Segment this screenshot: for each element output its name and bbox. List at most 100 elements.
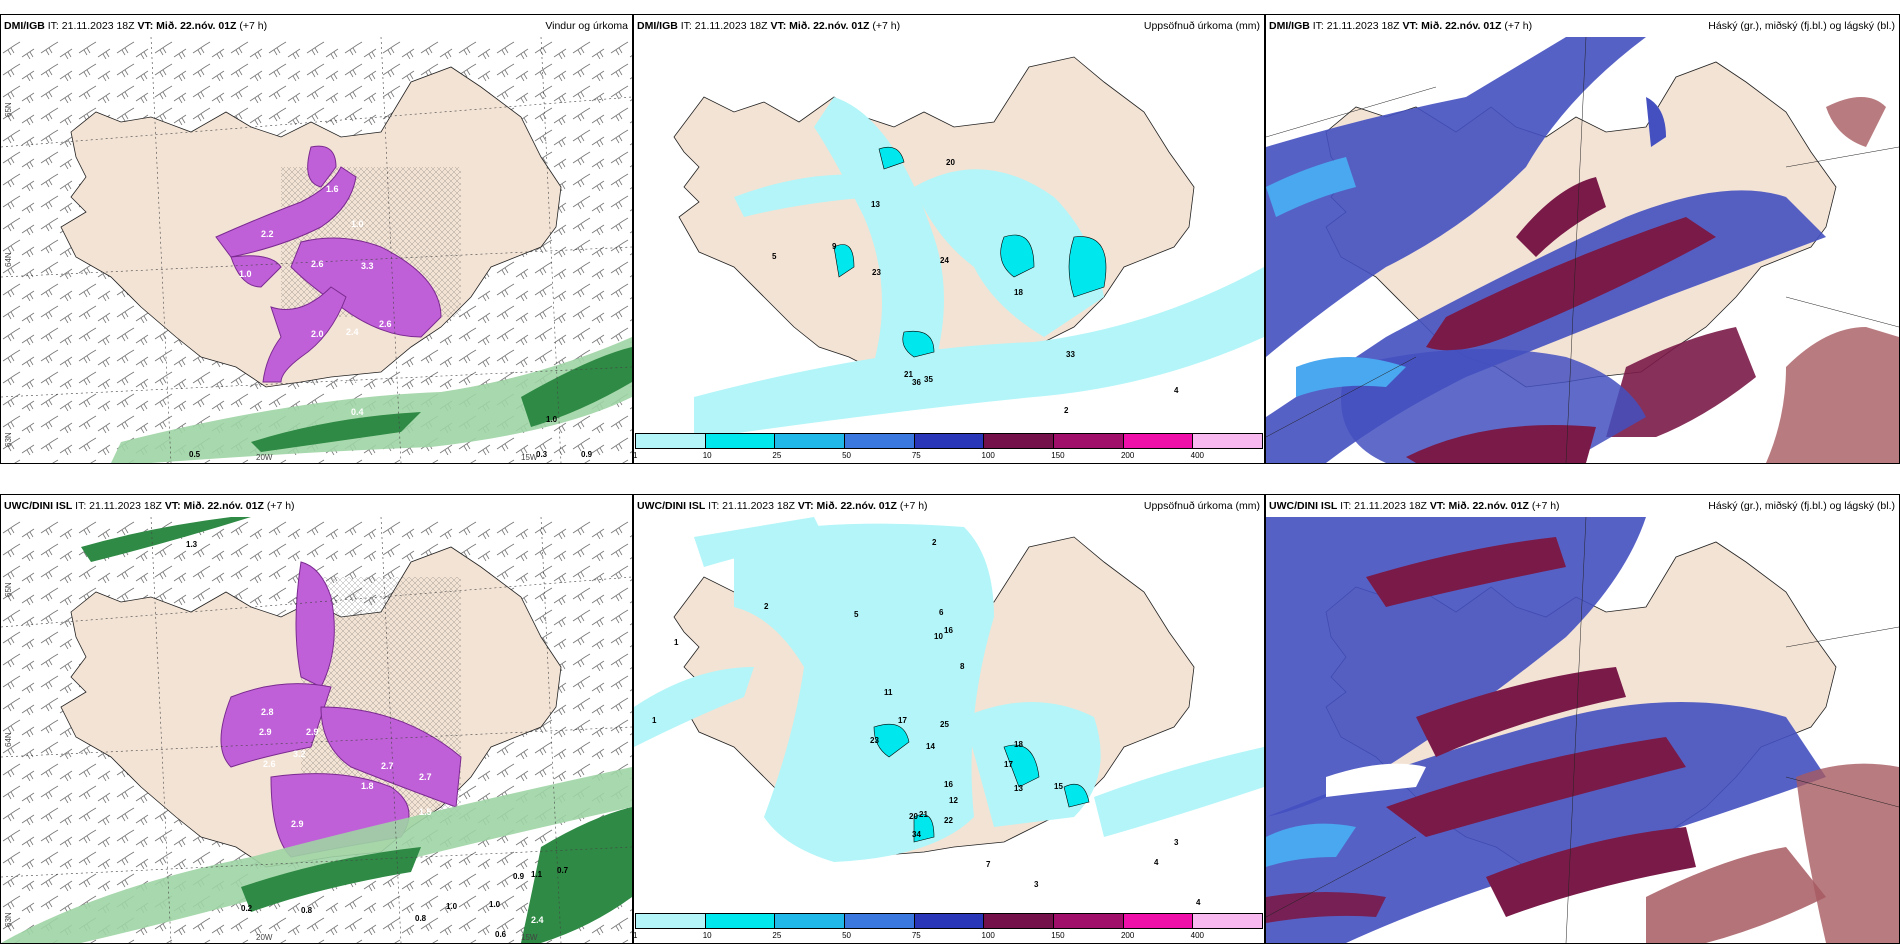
colorbar-tick: 150 <box>1051 451 1065 460</box>
label: 36 <box>912 378 921 387</box>
colorbar-swatch <box>1123 434 1194 448</box>
colorbar-swatch <box>984 434 1055 448</box>
label: 16 <box>944 780 953 789</box>
precip-map: 20 13 9 5 23 24 18 36 33 21 35 4 2 <box>634 37 1264 435</box>
colorbar-swatch <box>705 434 776 448</box>
label: 1.3 <box>186 540 198 549</box>
init-time: IT: 21.11.2023 18Z <box>47 20 135 32</box>
colorbar-swatch <box>1193 434 1263 448</box>
valid-time: VT: Mið. 22.nóv. 01Z <box>1429 500 1529 512</box>
panel-header: UWC/DINI ISL IT: 21.11.2023 18Z VT: Mið.… <box>1266 495 1899 517</box>
lon-label: 20W <box>256 453 273 462</box>
label: 9 <box>832 242 837 251</box>
colorbar-tick: 400 <box>1190 451 1205 460</box>
label: 22 <box>944 816 953 825</box>
lat-label: 65N <box>4 102 13 117</box>
lat-label: 65N <box>4 582 13 597</box>
label: 13 <box>1014 784 1023 793</box>
label: 20 <box>946 158 955 167</box>
precip-map: 2 5 6 16 8 10 11 25 23 17 14 16 15 18 17… <box>634 517 1264 915</box>
label: 3.2 <box>293 749 306 759</box>
lead-time: (+7 h) <box>872 20 901 32</box>
colorbar-ticks: 1 10 25 50 75 100 150 200 400 <box>634 931 1263 941</box>
colorbar-swatch <box>1193 914 1263 928</box>
accumulated-precip-panel-top: DMI/IGB IT: 21.11.2023 18Z VT: Mið. 22.n… <box>633 14 1265 464</box>
label: 1.0 <box>489 900 501 909</box>
wind-map-svg: 1.3 2.8 2.9 2.9 3.2 2.6 2.7 1.8 2.7 1.5 … <box>1 517 632 943</box>
cloud-cover-panel-bottom: UWC/DINI ISL IT: 21.11.2023 18Z VT: Mið.… <box>1265 494 1900 944</box>
label: 0.3 <box>536 450 548 459</box>
colorbar-tick: 1 <box>633 451 638 460</box>
label: 35 <box>924 375 933 384</box>
panel-header: UWC/DINI ISL IT: 21.11.2023 18Z VT: Mið.… <box>1 495 632 517</box>
lead-time: (+7 h) <box>899 500 928 512</box>
label: 2.0 <box>311 329 324 339</box>
label: 2.4 <box>346 327 359 337</box>
label: 0.8 <box>346 379 359 389</box>
label: 0.6 <box>495 930 507 939</box>
init-time: IT: 21.11.2023 18Z <box>75 500 162 512</box>
label: 18 <box>1014 740 1023 749</box>
precip-map-svg: 2 5 6 16 8 10 11 25 23 17 14 16 15 18 17… <box>634 517 1264 907</box>
label: 5 <box>854 610 859 619</box>
label: 1.5 <box>419 807 432 817</box>
colorbar-tick: 150 <box>1051 931 1065 940</box>
panel-title: Háský (gr.), miðský (fj.bl.) og lágský (… <box>1708 500 1895 512</box>
init-time: IT: 21.11.2023 18Z <box>1340 500 1427 512</box>
label: 0.5 <box>189 450 201 459</box>
label: 1.8 <box>361 781 374 791</box>
colorbar-tick: 10 <box>702 451 712 460</box>
colorbar-tick: 200 <box>1120 451 1135 460</box>
colorbar-tick: 200 <box>1120 931 1135 940</box>
label: 0.8 <box>301 906 313 915</box>
colorbar-swatch <box>1054 434 1124 448</box>
lead-time: (+7 h) <box>1504 20 1533 32</box>
wind-map: 1.6 2.2 1.0 2.6 3.3 1.0 2.0 2.4 2.6 0.8 … <box>1 37 632 463</box>
label: 2.9 <box>291 819 304 829</box>
label: 1.6 <box>326 184 339 194</box>
label: 14 <box>926 742 935 751</box>
label: 15 <box>1054 782 1063 791</box>
model-source: DMI/IGB <box>1269 20 1310 32</box>
lon-label: 15W <box>521 933 538 942</box>
label: 20 <box>909 812 918 821</box>
accumulated-precip-panel-bottom: UWC/DINI ISL IT: 21.11.2023 18Z VT: Mið.… <box>633 494 1265 944</box>
label: 3 <box>1034 880 1039 889</box>
panel-header: DMI/IGB IT: 21.11.2023 18Z VT: Mið. 22.n… <box>1 15 632 37</box>
colorbar-tick: 25 <box>772 931 782 940</box>
precip-colorbar <box>635 433 1263 449</box>
valid-time: VT: Mið. 22.nóv. 01Z <box>137 20 237 32</box>
label: 2.9 <box>306 727 319 737</box>
colorbar-swatch <box>845 434 915 448</box>
init-time: IT: 21.11.2023 18Z <box>1312 20 1400 32</box>
colorbar-swatch <box>636 914 706 928</box>
colorbar-swatch <box>775 434 846 448</box>
cloud-map <box>1266 37 1899 463</box>
label: 17 <box>898 716 907 725</box>
wind-map: 1.3 2.8 2.9 2.9 3.2 2.6 2.7 1.8 2.7 1.5 … <box>1 517 632 943</box>
cloud-map <box>1266 517 1899 943</box>
colorbar-tick: 400 <box>1190 931 1205 940</box>
colorbar-swatch <box>775 914 846 928</box>
cloud-map-svg <box>1266 517 1899 943</box>
label: 2.7 <box>381 761 394 771</box>
label: 0.9 <box>581 450 593 459</box>
valid-time: VT: Mið. 22.nóv. 01Z <box>164 500 264 512</box>
colorbar-tick: 10 <box>702 931 712 940</box>
label: 23 <box>870 736 879 745</box>
colorbar-tick: 50 <box>842 931 852 940</box>
label: 4 <box>1174 386 1179 395</box>
colorbar-tick: 50 <box>842 451 852 460</box>
label: 2 <box>1064 406 1069 415</box>
panel-header: DMI/IGB IT: 21.11.2023 18Z VT: Mið. 22.n… <box>634 15 1264 37</box>
panel-title: Vindur og úrkoma <box>545 20 628 32</box>
label: 4 <box>1196 898 1201 907</box>
label: 2.4 <box>531 915 544 925</box>
label: 2.6 <box>263 759 276 769</box>
label: 23 <box>872 268 881 277</box>
label: 0.2 <box>241 904 253 913</box>
valid-time: VT: Mið. 22.nóv. 01Z <box>797 500 897 512</box>
colorbar-swatch <box>705 914 776 928</box>
lat-label: 64N <box>4 252 13 267</box>
label: 2.9 <box>259 727 272 737</box>
